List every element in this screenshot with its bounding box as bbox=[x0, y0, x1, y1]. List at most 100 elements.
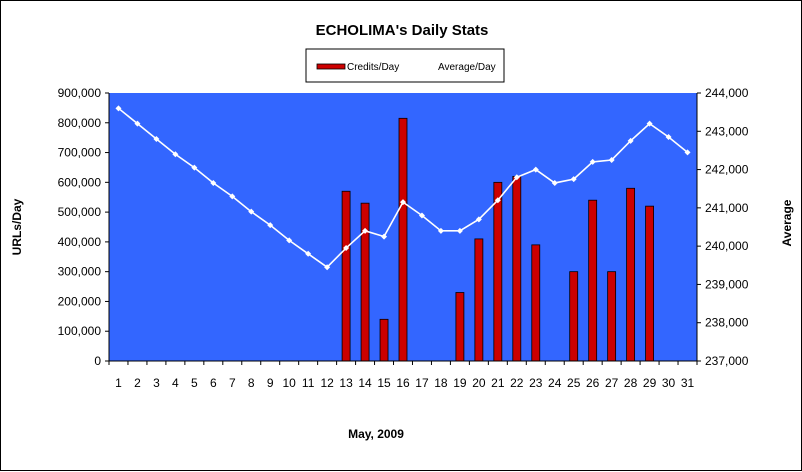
bar-series bbox=[341, 117, 654, 362]
x-tick-label: 27 bbox=[605, 376, 619, 390]
y-tick-label: 700,000 bbox=[58, 146, 102, 160]
x-tick-label: 20 bbox=[472, 376, 486, 390]
x-tick-label: 26 bbox=[586, 376, 600, 390]
bar bbox=[626, 187, 636, 362]
average-point bbox=[437, 227, 444, 234]
average-point bbox=[324, 264, 331, 271]
y2-tick-label: 242,000 bbox=[705, 163, 749, 177]
bar bbox=[569, 271, 579, 362]
chart-title: ECHOLIMA's Daily Stats bbox=[316, 22, 489, 39]
x-tick-label: 29 bbox=[643, 376, 657, 390]
average-point bbox=[343, 245, 350, 252]
average-point bbox=[267, 222, 274, 229]
average-point bbox=[551, 179, 558, 186]
bar bbox=[360, 202, 370, 362]
average-point bbox=[115, 105, 122, 112]
x-tick-label: 2 bbox=[134, 376, 141, 390]
bar bbox=[455, 292, 465, 362]
bar bbox=[379, 318, 389, 362]
bar bbox=[474, 238, 484, 362]
x-tick-label: 24 bbox=[548, 376, 562, 390]
y-tick-label: 300,000 bbox=[58, 265, 102, 279]
average-point bbox=[475, 216, 482, 223]
legend-label-average: Average/Day bbox=[438, 62, 496, 73]
average-point bbox=[210, 179, 217, 186]
legend-label-credits: Credits/Day bbox=[347, 62, 399, 73]
average-line-series bbox=[115, 105, 691, 271]
x-tick-label: 22 bbox=[510, 376, 524, 390]
average-point bbox=[456, 227, 463, 234]
average-point bbox=[172, 151, 179, 158]
y2-tick-label: 237,000 bbox=[705, 354, 749, 368]
x-tick-label: 6 bbox=[210, 376, 217, 390]
x-tick-label: 21 bbox=[491, 376, 505, 390]
bar bbox=[588, 199, 598, 362]
x-tick-label: 16 bbox=[396, 376, 410, 390]
x-tick-label: 14 bbox=[358, 376, 372, 390]
x-tick-label: 5 bbox=[191, 376, 198, 390]
average-point bbox=[570, 176, 577, 183]
x-tick-label: 13 bbox=[339, 376, 353, 390]
y-tick-label: 100,000 bbox=[58, 324, 102, 338]
y2-tick-label: 241,000 bbox=[705, 201, 749, 215]
x-tick-label: 31 bbox=[681, 376, 695, 390]
average-point bbox=[684, 149, 691, 156]
x-tick-label: 3 bbox=[153, 376, 160, 390]
x-tick-label: 12 bbox=[320, 376, 334, 390]
average-point bbox=[589, 158, 596, 165]
bar bbox=[341, 190, 351, 362]
x-tick-label: 11 bbox=[302, 376, 315, 390]
average-point bbox=[153, 135, 160, 142]
average-point bbox=[646, 120, 653, 127]
x-tick-label: 4 bbox=[172, 376, 179, 390]
x-tick-label: 19 bbox=[453, 376, 467, 390]
average-point bbox=[627, 137, 634, 144]
x-axis-label: May, 2009 bbox=[348, 427, 404, 441]
y-tick-label: 900,000 bbox=[58, 86, 102, 100]
bar bbox=[607, 271, 617, 362]
x-tick-label: 25 bbox=[567, 376, 581, 390]
x-tick-label: 28 bbox=[624, 376, 638, 390]
average-point bbox=[381, 233, 388, 240]
average-point bbox=[665, 134, 672, 141]
y2-tick-label: 240,000 bbox=[705, 239, 749, 253]
y2-axis-label: Average bbox=[780, 199, 794, 246]
y-tick-label: 400,000 bbox=[58, 235, 102, 249]
bar bbox=[645, 205, 654, 362]
y2-tick-label: 244,000 bbox=[705, 86, 749, 100]
y-tick-label: 0 bbox=[94, 354, 101, 368]
average-point bbox=[608, 157, 615, 163]
y-axis-label: URLs/Day bbox=[10, 198, 24, 255]
average-point bbox=[191, 164, 198, 171]
y2-tick-label: 239,000 bbox=[705, 277, 749, 291]
y-tick-label: 800,000 bbox=[58, 116, 102, 130]
average-point bbox=[305, 250, 312, 257]
y-tick-label: 200,000 bbox=[58, 294, 102, 308]
average-point bbox=[248, 208, 255, 215]
y-axis-right: 237,000 238,000 239,000 240,000 241,000 242,0… bbox=[697, 86, 749, 368]
average-point bbox=[286, 237, 293, 244]
bar bbox=[493, 181, 503, 362]
x-tick-label: 1 bbox=[115, 376, 122, 390]
y-axis-left: 0 100,000 200,000 300,000 400,000 500,000 600,… bbox=[58, 86, 109, 368]
bar bbox=[531, 244, 541, 362]
y2-tick-label: 243,000 bbox=[705, 124, 749, 138]
y-tick-label: 600,000 bbox=[58, 175, 102, 189]
x-tick-label: 10 bbox=[283, 376, 297, 390]
x-tick-label: 7 bbox=[229, 376, 236, 390]
average-point bbox=[513, 174, 520, 181]
x-tick-label: 15 bbox=[377, 376, 391, 390]
average-point bbox=[494, 197, 501, 204]
bar bbox=[398, 117, 408, 362]
legend: Credits/Day Average/Day bbox=[305, 48, 505, 83]
y2-tick-label: 238,000 bbox=[705, 316, 749, 330]
average-point bbox=[400, 199, 406, 206]
average-point bbox=[418, 212, 425, 219]
x-axis: 1 2 3 4 5 6 7 8 9 10 11 12 13 14 15 16 17 18 19 20 21 22 23 24 2… bbox=[108, 361, 698, 390]
average-point bbox=[229, 193, 236, 200]
x-tick-label: 18 bbox=[434, 376, 448, 390]
average-point bbox=[532, 166, 539, 173]
x-tick-label: 9 bbox=[267, 376, 274, 390]
x-tick-label: 23 bbox=[529, 376, 543, 390]
